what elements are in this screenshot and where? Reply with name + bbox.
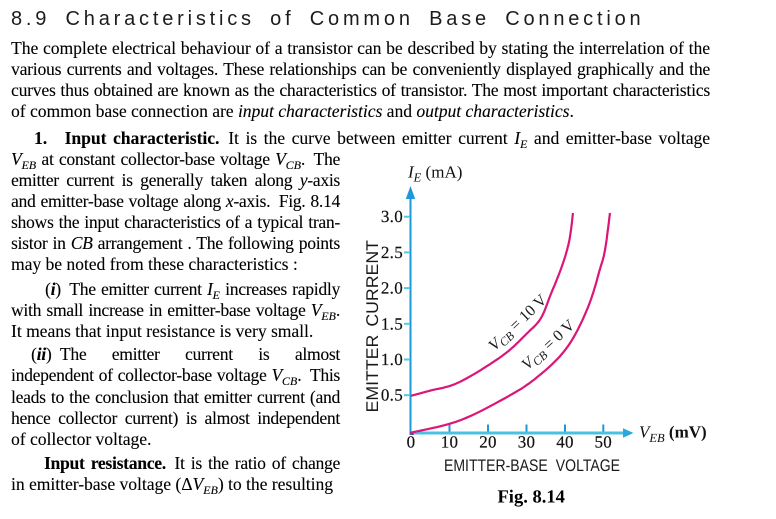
svg-text:0.5: 0.5 xyxy=(381,386,403,405)
svg-text:2.0: 2.0 xyxy=(381,279,403,298)
svg-text:30: 30 xyxy=(518,433,536,452)
svg-text:0: 0 xyxy=(407,433,416,452)
svg-text:50: 50 xyxy=(594,433,612,452)
svg-text:1.0: 1.0 xyxy=(381,350,403,369)
svg-text:2.5: 2.5 xyxy=(381,243,403,262)
svg-text:1.5: 1.5 xyxy=(381,314,403,333)
svg-text:3.0: 3.0 xyxy=(381,207,403,226)
svg-text:Fig. 8.14: Fig. 8.14 xyxy=(498,487,565,507)
svg-text:EMITTER-BASE VOLTAGE: EMITTER-BASE VOLTAGE xyxy=(444,456,620,475)
svg-text:IE (mA): IE (mA) xyxy=(407,162,462,184)
svg-text:VEB (mV): VEB (mV) xyxy=(639,423,707,446)
svg-text:20: 20 xyxy=(479,433,497,452)
svg-text:EMITTER CURRENT: EMITTER CURRENT xyxy=(363,240,382,413)
svg-text:40: 40 xyxy=(556,433,574,452)
svg-text:10: 10 xyxy=(441,433,459,452)
